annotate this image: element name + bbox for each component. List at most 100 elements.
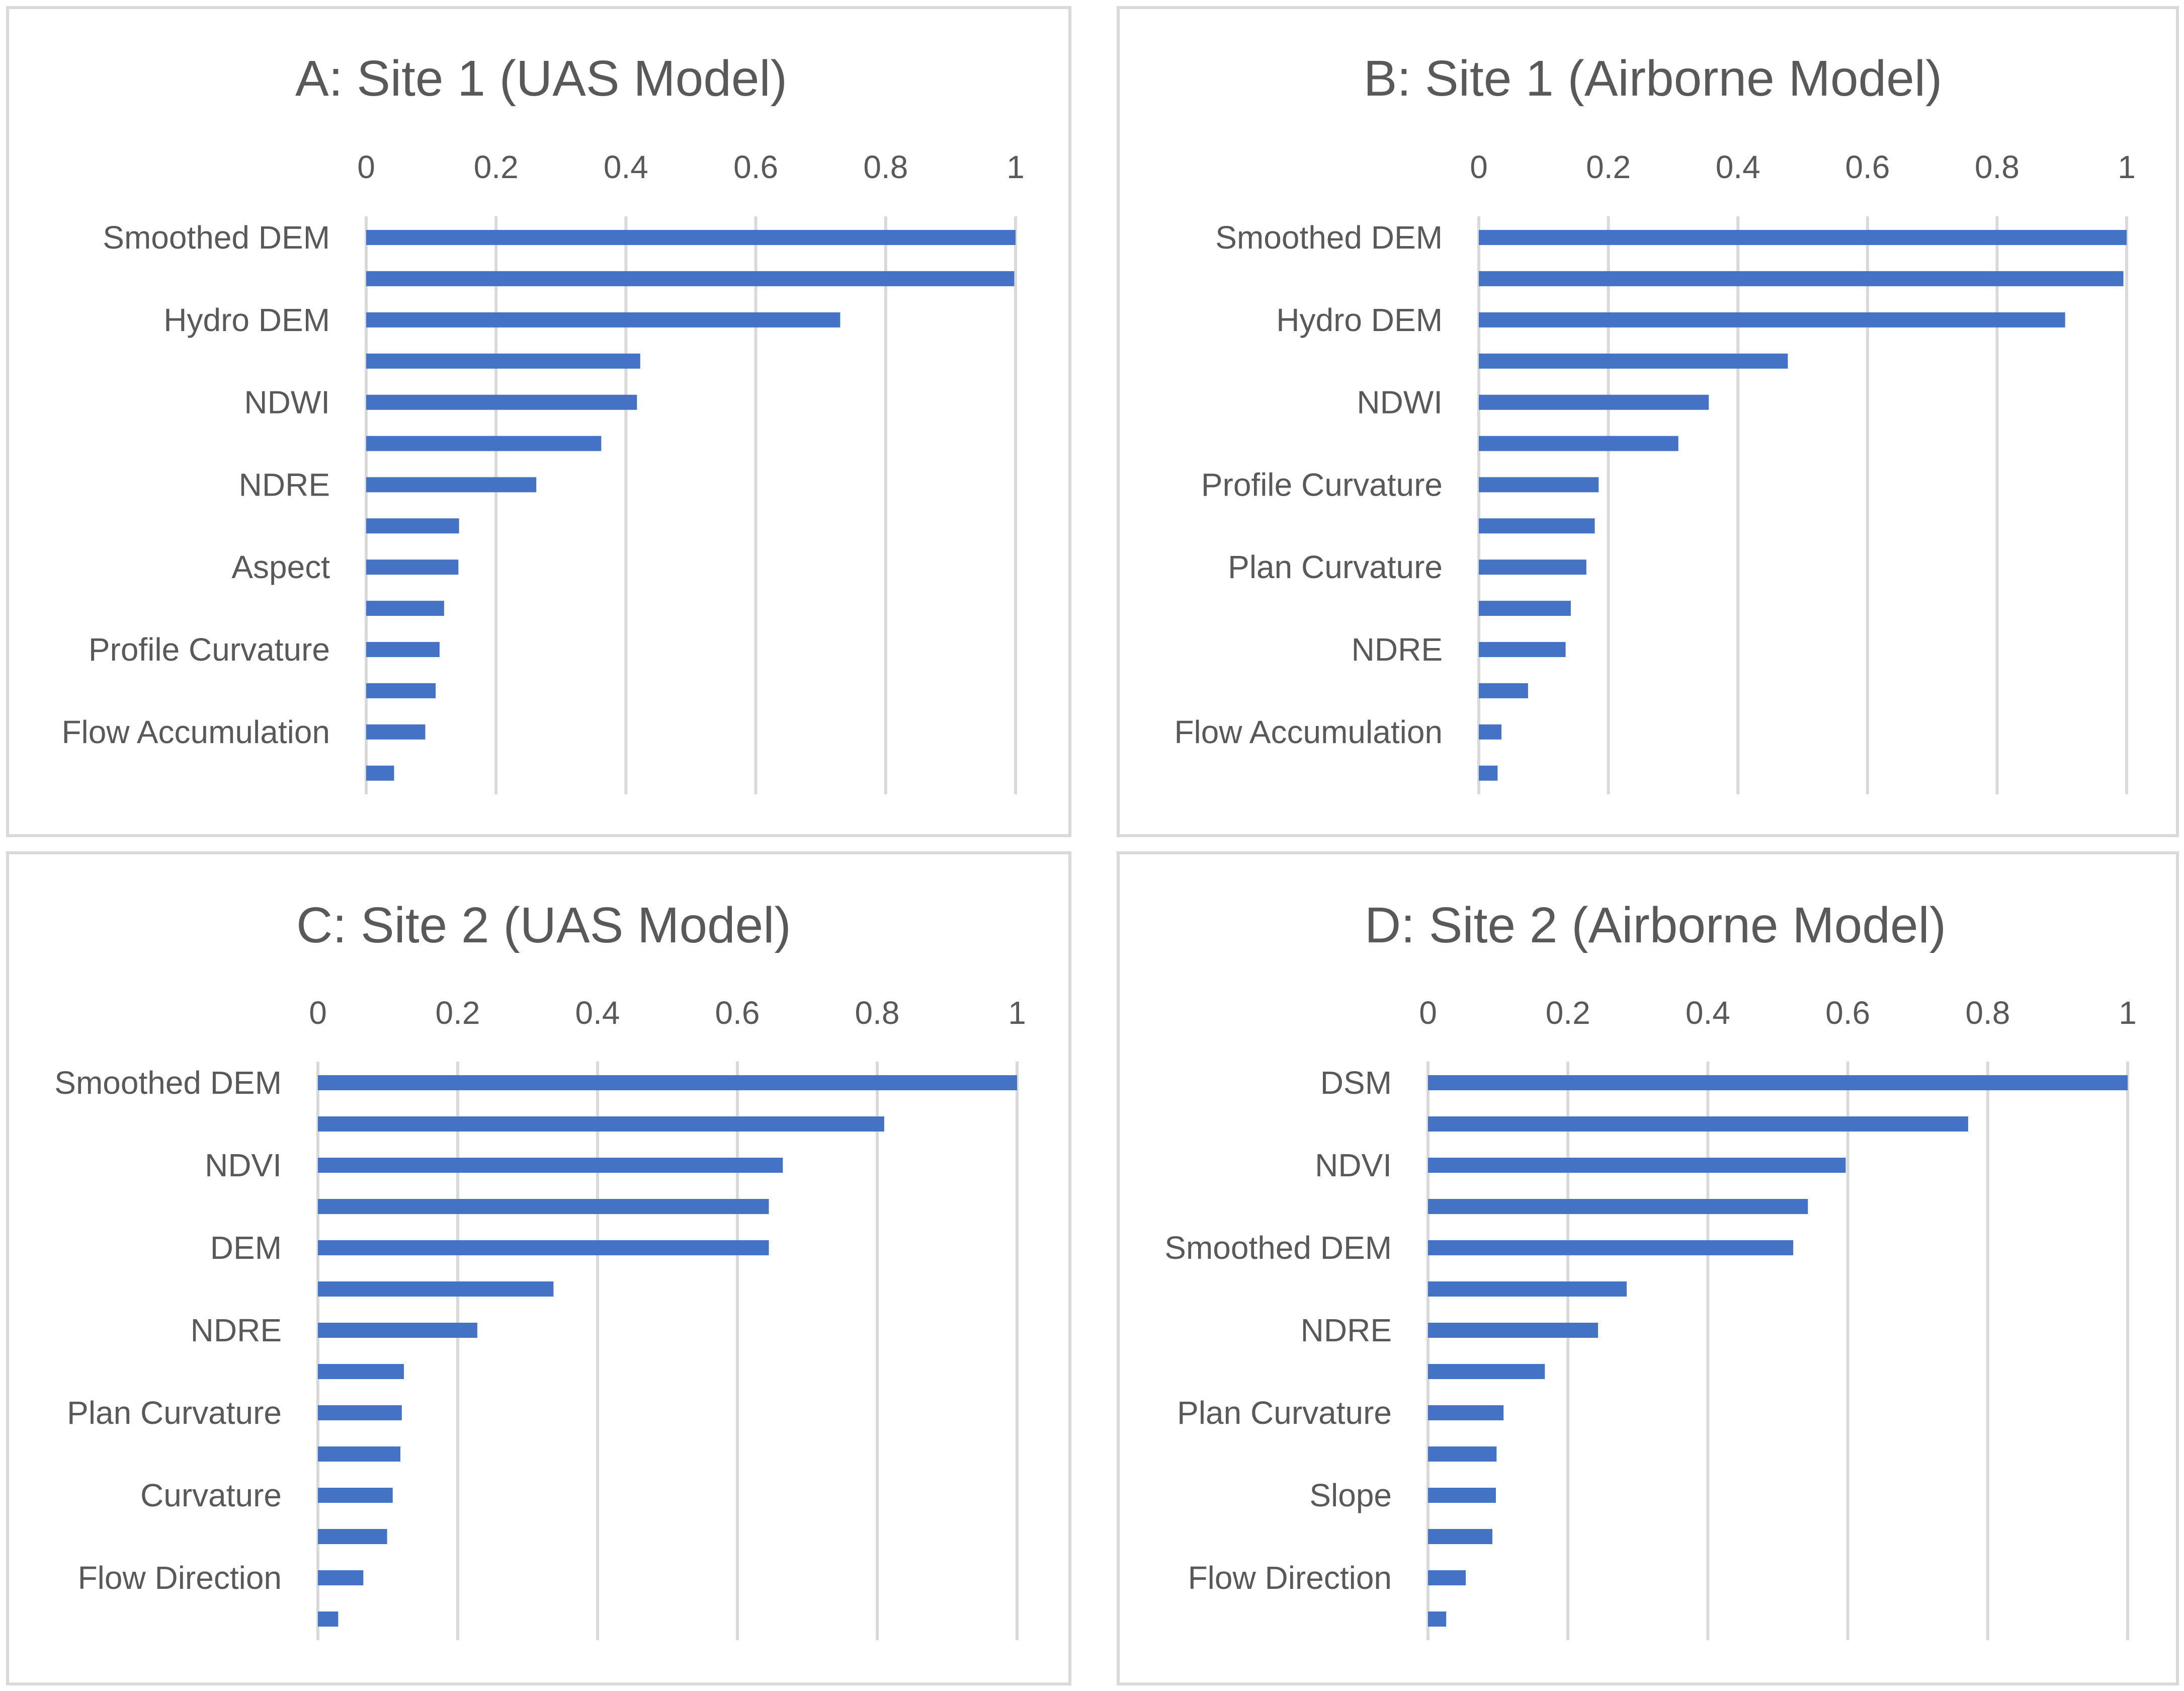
chart-b-x-tick-label: 0.6 xyxy=(1845,149,1890,185)
chart-d-bar xyxy=(1428,1199,1808,1214)
chart-a-x-tick-label: 1 xyxy=(1006,149,1025,185)
chart-a-bar xyxy=(366,642,440,657)
chart-a-category-label: Profile Curvature xyxy=(89,631,330,668)
chart-d-bar xyxy=(1428,1529,1492,1544)
chart-d-title: D: Site 2 (Airborne Model) xyxy=(1365,897,1946,953)
chart-b-bar xyxy=(1479,559,1586,575)
chart-a-svg: A: Site 1 (UAS Model) 0 0.2 0.4 0.6 0.8 1 Smoot… xyxy=(61,50,1025,794)
chart-d-bar xyxy=(1428,1240,1794,1255)
chart-d-category-label: NDRE xyxy=(1301,1312,1392,1348)
chart-d-x-tick-label: 0 xyxy=(1419,995,1437,1031)
chart-a-x-tick-label: 0.8 xyxy=(863,149,908,185)
chart-a-bar xyxy=(366,353,640,369)
chart-b-category-label: Smoothed DEM xyxy=(1215,219,1443,256)
chart-b-category-label: Profile Curvature xyxy=(1201,466,1443,503)
chart-c-bar xyxy=(318,1446,401,1462)
chart-panel-d: D: Site 2 (Airborne Model) 0 0.2 0.4 0.6 0.8 1… xyxy=(1117,851,2179,1685)
chart-c-category-label: Smoothed DEM xyxy=(54,1065,282,1101)
chart-panel-a: A: Site 1 (UAS Model) 0 0.2 0.4 0.6 0.8 1 Smoot… xyxy=(6,6,1071,837)
chart-d-x-tick-label: 0.2 xyxy=(1546,995,1590,1031)
chart-a-bar xyxy=(366,230,1016,245)
chart-b-category-label: NDWI xyxy=(1357,384,1443,421)
chart-c-bar xyxy=(318,1570,364,1585)
chart-a-category-label: Aspect xyxy=(231,549,330,585)
chart-d-x-tick-label: 0.4 xyxy=(1686,995,1730,1031)
chart-c-title: C: Site 2 (UAS Model) xyxy=(296,897,791,953)
chart-c-bar xyxy=(318,1199,769,1214)
chart-c-category-label: Curvature xyxy=(140,1477,282,1513)
chart-a-category-label: Flow Accumulation xyxy=(61,714,330,750)
chart-b-bar xyxy=(1479,477,1599,493)
chart-c-category-label: Plan Curvature xyxy=(67,1395,282,1431)
chart-panel-b: B: Site 1 (Airborne Model) 0 0.2 0.4 0.6 0.8 1… xyxy=(1117,6,2179,837)
chart-c-x-tick-label: 1 xyxy=(1008,995,1026,1031)
chart-c-category-label: NDVI xyxy=(205,1147,282,1183)
chart-a-x-tick-label: 0 xyxy=(357,149,375,185)
chart-c-bar xyxy=(318,1116,884,1132)
chart-c-category-label: NDRE xyxy=(191,1312,282,1348)
chart-d-bar xyxy=(1428,1488,1496,1503)
chart-c-x-tick-label: 0 xyxy=(309,995,327,1031)
chart-a-category-label: Smoothed DEM xyxy=(103,219,330,256)
chart-d-category-label: NDVI xyxy=(1315,1147,1392,1183)
chart-b-x-tick-label: 0.2 xyxy=(1586,149,1631,185)
chart-b-bar xyxy=(1479,601,1571,616)
chart-b-bar xyxy=(1479,230,2127,245)
chart-c-x-tick-label: 0.8 xyxy=(855,995,900,1031)
chart-panel-c: C: Site 2 (UAS Model) 0 0.2 0.4 0.6 0.8 1 Smoot… xyxy=(6,851,1071,1685)
chart-b-category-label: Plan Curvature xyxy=(1228,549,1443,585)
chart-a-bar xyxy=(366,724,426,740)
chart-d-bar xyxy=(1428,1405,1504,1420)
chart-b-bar xyxy=(1479,436,1678,451)
chart-b-bar xyxy=(1479,394,1709,410)
chart-c-category-label: DEM xyxy=(210,1230,282,1266)
chart-b-bar xyxy=(1479,353,1788,369)
chart-c-bar xyxy=(318,1075,1017,1090)
chart-d-category-label: DSM xyxy=(1320,1065,1392,1101)
chart-c-x-tick-label: 0.4 xyxy=(575,995,620,1031)
chart-a-bar xyxy=(366,394,637,410)
chart-d-bar xyxy=(1428,1116,1968,1132)
chart-a-category-label: NDWI xyxy=(244,384,330,421)
chart-d-category-label: Slope xyxy=(1309,1477,1392,1513)
chart-a-bar xyxy=(366,683,436,698)
chart-d-svg: D: Site 2 (Airborne Model) 0 0.2 0.4 0.6 0.8 1… xyxy=(1164,897,2137,1640)
chart-a-bar xyxy=(366,559,459,575)
chart-b-x-tick-label: 0.8 xyxy=(1975,149,2020,185)
chart-b-bar xyxy=(1479,765,1498,781)
chart-a-x-tick-label: 0.2 xyxy=(474,149,519,185)
chart-a-bar xyxy=(366,765,394,781)
chart-b-category-label: Flow Accumulation xyxy=(1174,714,1443,750)
chart-c-bar xyxy=(318,1488,393,1503)
chart-c-bar xyxy=(318,1364,404,1379)
chart-b-bar xyxy=(1479,642,1566,657)
chart-c-bar xyxy=(318,1323,477,1338)
chart-d-category-label: Smoothed DEM xyxy=(1164,1230,1392,1266)
chart-d-bar xyxy=(1428,1570,1466,1585)
chart-a-bar xyxy=(366,271,1015,286)
chart-a-bar xyxy=(366,601,444,616)
chart-d-bar xyxy=(1428,1281,1627,1297)
chart-b-svg: B: Site 1 (Airborne Model) 0 0.2 0.4 0.6 0.8 1… xyxy=(1174,50,2136,794)
chart-b-x-tick-label: 1 xyxy=(2118,149,2136,185)
chart-d-x-tick-label: 0.6 xyxy=(1825,995,1870,1031)
chart-d-x-tick-label: 1 xyxy=(2119,995,2137,1031)
chart-c-bar xyxy=(318,1529,387,1544)
chart-d-bar xyxy=(1428,1612,1447,1627)
chart-d-bar xyxy=(1428,1158,1846,1173)
chart-c-bar xyxy=(318,1405,402,1420)
chart-c-category-label: Flow Direction xyxy=(78,1560,282,1596)
chart-b-x-tick-label: 0 xyxy=(1470,149,1488,185)
chart-a-category-label: NDRE xyxy=(239,466,330,503)
chart-b-x-tick-label: 0.4 xyxy=(1716,149,1760,185)
chart-c-bar xyxy=(318,1281,554,1297)
chart-c-bar xyxy=(318,1240,769,1255)
chart-b-category-label: Hydro DEM xyxy=(1276,302,1443,338)
chart-d-bar xyxy=(1428,1075,2128,1090)
chart-d-bar xyxy=(1428,1323,1599,1338)
chart-c-x-tick-label: 0.6 xyxy=(715,995,760,1031)
chart-a-category-label: Hydro DEM xyxy=(163,302,330,338)
chart-b-title: B: Site 1 (Airborne Model) xyxy=(1364,50,1943,107)
chart-b-bar xyxy=(1479,312,2065,328)
chart-d-x-tick-label: 0.8 xyxy=(1965,995,2010,1031)
